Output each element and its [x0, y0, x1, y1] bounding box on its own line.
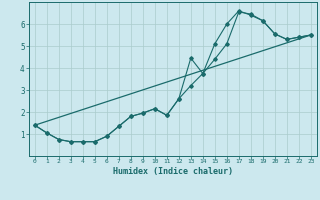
X-axis label: Humidex (Indice chaleur): Humidex (Indice chaleur)	[113, 167, 233, 176]
